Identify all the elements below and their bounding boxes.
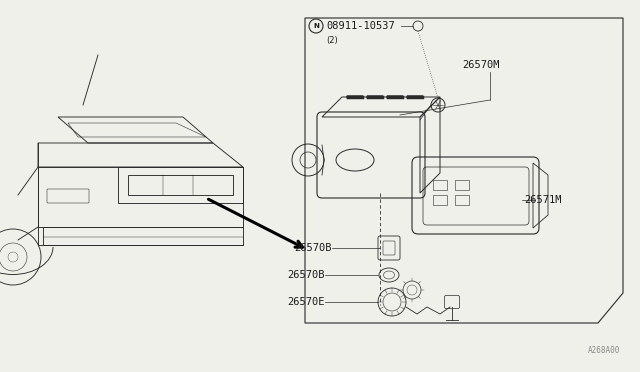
- Text: 26571M: 26571M: [524, 195, 561, 205]
- Bar: [433, 195, 447, 205]
- Text: 26570B: 26570B: [287, 270, 325, 280]
- Bar: [455, 195, 469, 205]
- Bar: [455, 180, 469, 190]
- Text: 08911-10537: 08911-10537: [326, 21, 395, 31]
- Text: N: N: [313, 23, 319, 29]
- Text: 26570E: 26570E: [287, 297, 325, 307]
- Bar: [433, 180, 447, 190]
- Text: (2): (2): [326, 35, 338, 45]
- Text: 26570M: 26570M: [462, 60, 499, 70]
- Text: A268A00: A268A00: [588, 346, 620, 355]
- Text: 26570B: 26570B: [294, 243, 332, 253]
